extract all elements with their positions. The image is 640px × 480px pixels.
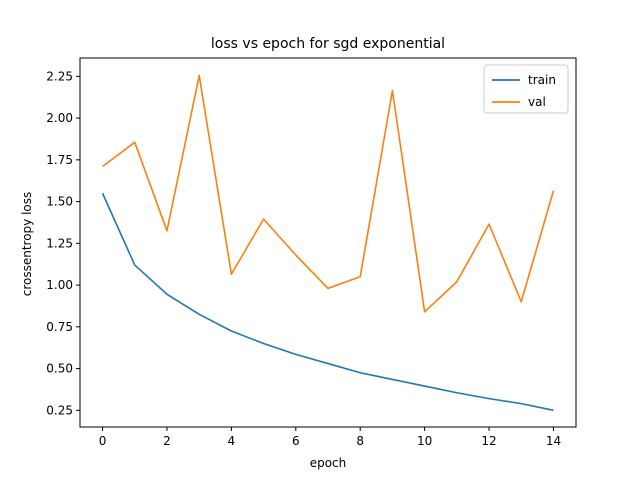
y-tick-label: 1.75 <box>46 153 73 167</box>
y-tick-label: 0.75 <box>46 320 73 334</box>
y-tick-label: 1.00 <box>46 278 73 292</box>
series-val <box>102 74 555 313</box>
y-tick-label: 2.25 <box>46 69 73 83</box>
y-tick-label: 0.50 <box>46 362 73 376</box>
legend: train val <box>483 64 569 114</box>
chart-title: loss vs epoch for sgd exponential <box>211 36 445 52</box>
x-tick-label: 0 <box>99 434 107 448</box>
series-train <box>101 192 554 412</box>
y-tick-label: 2.00 <box>46 111 73 125</box>
x-tick-label: 8 <box>356 434 364 448</box>
y-axis-ticks: 0.25 0.50 0.75 1.00 1.25 1.50 1.75 2.00 2.25 <box>46 69 80 417</box>
y-tick-label: 1.50 <box>46 195 73 209</box>
plot-area <box>101 74 555 412</box>
x-tick-label: 14 <box>546 434 561 448</box>
plot-frame <box>79 57 577 428</box>
x-tick-label: 6 <box>292 434 300 448</box>
legend-label-train: train <box>528 73 556 87</box>
legend-box <box>483 64 569 114</box>
x-tick-label: 4 <box>228 434 236 448</box>
y-tick-label: 0.25 <box>46 403 73 417</box>
x-tick-label: 2 <box>163 434 171 448</box>
x-axis-label: epoch <box>310 456 347 470</box>
x-tick-label: 10 <box>417 434 432 448</box>
x-axis-ticks: 0 2 4 6 8 10 12 14 <box>99 427 561 448</box>
series-line-train <box>101 192 554 412</box>
legend-label-val: val <box>528 95 546 109</box>
y-axis-label: crossentropy loss <box>20 192 34 297</box>
series-line-val <box>102 74 555 313</box>
y-tick-label: 1.25 <box>46 236 73 250</box>
x-tick-label: 12 <box>481 434 496 448</box>
